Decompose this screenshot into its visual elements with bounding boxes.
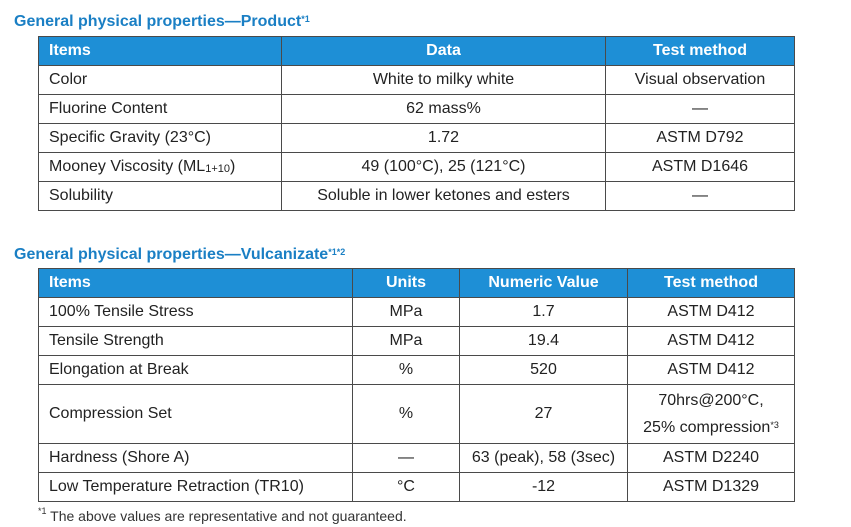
vulcanizate-section-title: General physical properties—Vulcanizate*… (14, 246, 345, 264)
test-method-cell: Visual observation (605, 65, 795, 95)
data-cell: White to milky white (281, 65, 606, 95)
data-cell: Soluble in lower ketones and esters (281, 181, 606, 211)
column-header-data: Data (281, 36, 606, 66)
item-cell: Fluorine Content (38, 94, 282, 124)
test-method-cell: — (605, 181, 795, 211)
value-cell: 1.7 (459, 297, 628, 327)
table-row: 100% Tensile Stress MPa 1.7 ASTM D412 (38, 297, 795, 327)
column-header-items: Items (38, 36, 282, 66)
item-subscript: 1+10 (205, 163, 230, 175)
table-row: Elongation at Break % 520 ASTM D412 (38, 355, 795, 385)
vulcanizate-title-text: General physical properties—Vulcanizate (14, 246, 329, 263)
footnote-marker: *1 (38, 506, 47, 516)
item-cell: 100% Tensile Stress (38, 297, 353, 327)
value-cell: -12 (459, 472, 628, 502)
units-cell: % (352, 355, 460, 385)
item-text: Mooney Viscosity (ML (49, 158, 206, 175)
value-cell: 520 (459, 355, 628, 385)
column-header-items: Items (38, 268, 353, 298)
product-title-footnote-marker: *1 (301, 14, 310, 24)
footnote-text: The above values are representative and … (46, 508, 407, 524)
data-cell: 62 mass% (281, 94, 606, 124)
table-header-row: Items Data Test method (38, 36, 795, 66)
footnote: *1 The above values are representative a… (38, 506, 407, 524)
value-cell: 27 (459, 384, 628, 444)
table-row: Specific Gravity (23°C) 1.72 ASTM D792 (38, 123, 795, 153)
test-method-cell: ASTM D2240 (627, 443, 795, 473)
table-row: Solubility Soluble in lower ketones and … (38, 181, 795, 211)
value-cell: 63 (peak), 58 (3sec) (459, 443, 628, 473)
table-row: Hardness (Shore A) — 63 (peak), 58 (3sec… (38, 443, 795, 473)
units-cell: — (352, 443, 460, 473)
test-method-cell: ASTM D412 (627, 355, 795, 385)
item-cell: Low Temperature Retraction (TR10) (38, 472, 353, 502)
table-header-row: Items Units Numeric Value Test method (38, 268, 795, 298)
item-cell: Compression Set (38, 384, 353, 444)
table-row: Compression Set % 27 70hrs@200°C, 25% com… (38, 384, 795, 444)
test-method-cell: 70hrs@200°C, 25% compression*3 (627, 384, 795, 444)
test-method-cell: ASTM D792 (605, 123, 795, 153)
item-text-end: ) (229, 158, 236, 175)
test-method-cell: ASTM D412 (627, 297, 795, 327)
vulcanizate-properties-table: Items Units Numeric Value Test method 10… (38, 268, 795, 502)
units-cell: MPa (352, 297, 460, 327)
product-title-text: General physical properties—Product (14, 13, 302, 30)
table-row: Fluorine Content 62 mass% — (38, 94, 795, 124)
column-header-test-method: Test method (627, 268, 795, 298)
item-cell: Color (38, 65, 282, 95)
test-method-footnote-marker: *3 (770, 420, 779, 430)
data-cell: 49 (100°C), 25 (121°C) (281, 152, 606, 182)
item-cell: Mooney Viscosity (ML1+10) (38, 152, 282, 182)
item-cell: Specific Gravity (23°C) (38, 123, 282, 153)
column-header-units: Units (352, 268, 460, 298)
product-properties-table: Items Data Test method Color White to mi… (38, 36, 795, 211)
units-cell: MPa (352, 326, 460, 356)
test-method-line: 70hrs@200°C, (658, 392, 764, 409)
test-method-cell: ASTM D1329 (627, 472, 795, 502)
test-method-cell: — (605, 94, 795, 124)
item-cell: Elongation at Break (38, 355, 353, 385)
table-row: Tensile Strength MPa 19.4 ASTM D412 (38, 326, 795, 356)
test-method-line: 25% compression (643, 419, 771, 436)
units-cell: % (352, 384, 460, 444)
data-cell: 1.72 (281, 123, 606, 153)
product-section-title: General physical properties—Product*1 (14, 13, 310, 31)
item-cell: Solubility (38, 181, 282, 211)
units-cell: °C (352, 472, 460, 502)
column-header-numeric-value: Numeric Value (459, 268, 628, 298)
table-row: Low Temperature Retraction (TR10) °C -12… (38, 472, 795, 502)
table-row: Mooney Viscosity (ML1+10) 49 (100°C), 25… (38, 152, 795, 182)
test-method-cell: ASTM D1646 (605, 152, 795, 182)
value-cell: 19.4 (459, 326, 628, 356)
test-method-cell: ASTM D412 (627, 326, 795, 356)
column-header-test-method: Test method (605, 36, 795, 66)
item-cell: Hardness (Shore A) (38, 443, 353, 473)
table-row: Color White to milky white Visual observ… (38, 65, 795, 95)
item-cell: Tensile Strength (38, 326, 353, 356)
vulcanizate-title-footnote-marker: *1*2 (328, 247, 346, 257)
